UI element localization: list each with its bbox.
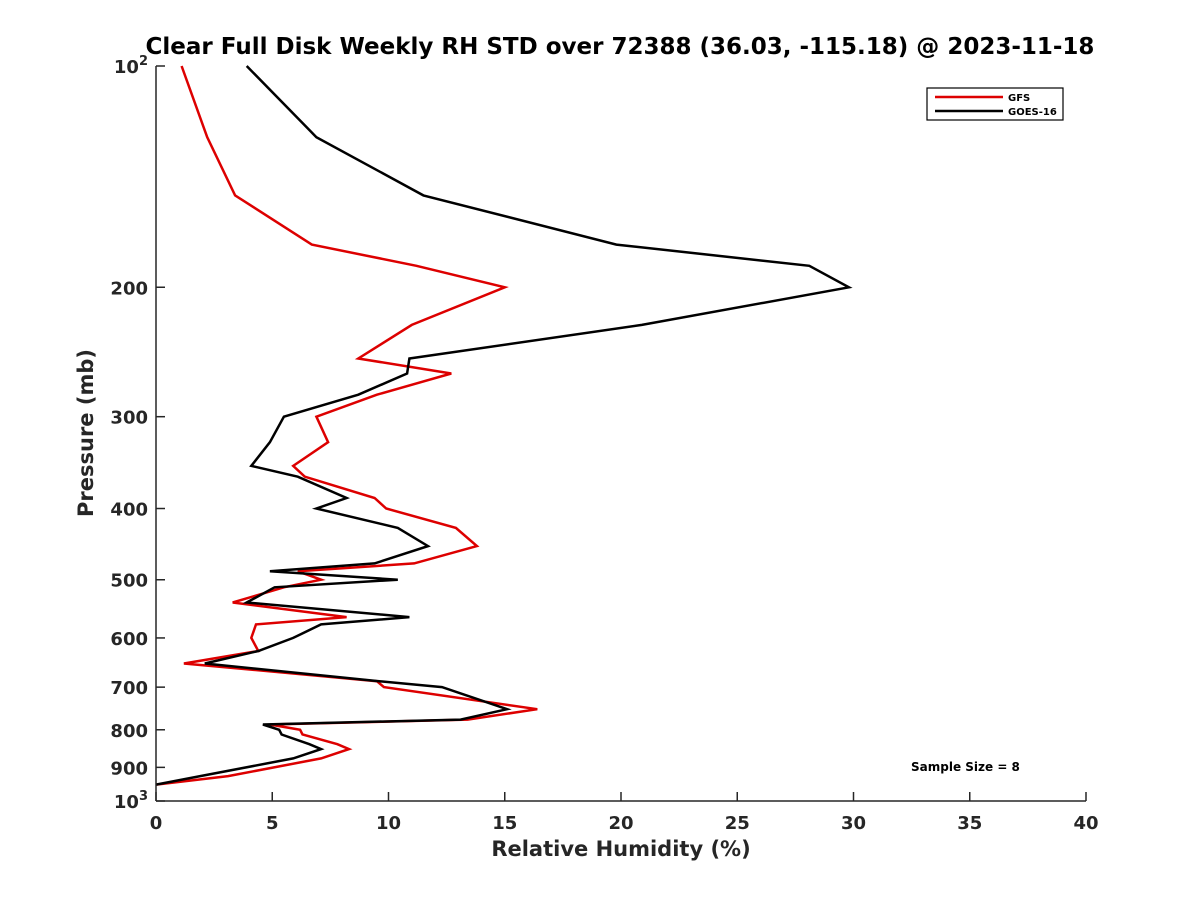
x-tick-label: 15	[492, 813, 517, 834]
y-tick-label: 200	[110, 278, 148, 299]
x-tick-label: 20	[608, 813, 633, 834]
y-tick-label: 500	[110, 571, 148, 592]
series-layer	[155, 65, 853, 786]
sample-size-annotation: Sample Size = 8	[911, 760, 1020, 774]
legend-label-gfs: GFS	[1008, 93, 1030, 104]
y-tick-label: 900	[110, 758, 148, 779]
y-tick-label-base: 200	[110, 278, 148, 299]
y-tick-label: 800	[110, 721, 148, 742]
plot-area: 0 5 10 15 20 25 30 35 40 10220030040050060070080…	[110, 54, 1098, 834]
y-tick-label-base: 400	[110, 500, 148, 521]
x-axis-label: Relative Humidity (%)	[491, 837, 750, 861]
x-tick-label: 25	[725, 813, 750, 834]
y-tick-label: 400	[110, 500, 148, 521]
x-tick-label: 5	[266, 813, 279, 834]
legend-label-goes16: GOES-16	[1008, 107, 1057, 118]
x-ticks: 0 5 10 15 20 25 30 35 40	[150, 792, 1099, 834]
y-tick-label-base: 900	[110, 758, 148, 779]
y-tick-label: 300	[110, 408, 148, 429]
y-tick-label-base: 10	[114, 792, 139, 813]
y-tick-label: 102	[114, 54, 148, 78]
chart-title: Clear Full Disk Weekly RH STD over 72388…	[146, 34, 1095, 60]
y-tick-label-base: 500	[110, 571, 148, 592]
y-tick-label-base: 800	[110, 721, 148, 742]
y-tick-label-base: 10	[114, 57, 139, 78]
legend: GFS GOES-16	[926, 87, 1064, 121]
y-tick-label-base: 700	[110, 678, 148, 699]
y-tick-label-exponent: 2	[139, 54, 148, 69]
y-tick-label-base: 600	[110, 629, 148, 650]
y-tick-label: 600	[110, 629, 148, 650]
x-tick-label: 10	[376, 813, 401, 834]
x-tick-label: 0	[150, 813, 163, 834]
y-tick-label: 103	[114, 789, 148, 813]
x-tick-label: 40	[1073, 813, 1098, 834]
legend-box	[926, 87, 1064, 121]
series-line-gfs	[155, 65, 538, 786]
series-line-goes16	[155, 65, 853, 786]
x-tick-label: 30	[841, 813, 866, 834]
y-axis-label: Pressure (mb)	[74, 349, 98, 517]
y-tick-label-exponent: 3	[139, 789, 148, 804]
plot-background	[156, 66, 1086, 801]
y-tick-label-base: 300	[110, 408, 148, 429]
y-tick-label: 700	[110, 678, 148, 699]
x-tick-label: 35	[957, 813, 982, 834]
